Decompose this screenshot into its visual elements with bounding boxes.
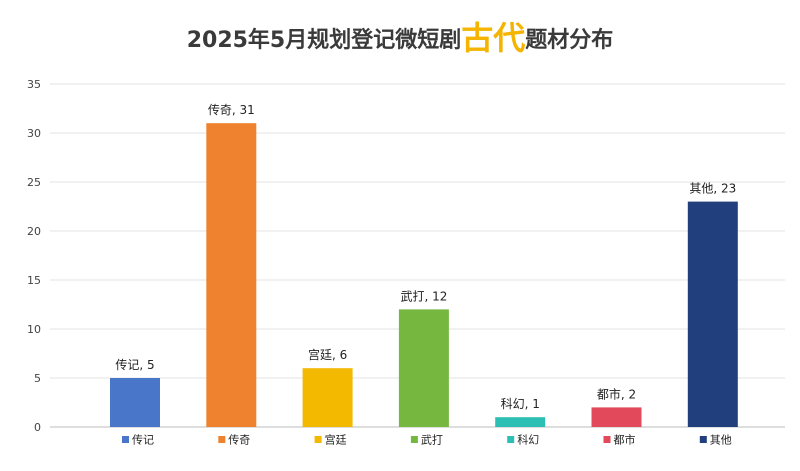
legend-label: 武打 — [421, 433, 443, 447]
legend-label: 都市 — [614, 433, 636, 447]
chart-title: 2025年5月规划登记微短剧古代题材分布 — [0, 18, 800, 61]
legend-swatch — [699, 436, 707, 443]
y-tick-label: 5 — [34, 372, 41, 385]
legend-label: 传奇 — [228, 434, 250, 447]
data-label: 科幻, 1 — [501, 397, 540, 411]
y-tick-label: 35 — [27, 78, 41, 91]
y-axis-ticks: 0 5 10 15 20 25 30 35 — [27, 78, 41, 434]
data-label: 传记, 5 — [115, 357, 154, 372]
title-prefix: 2025年5月规划登记微短剧 — [186, 28, 462, 53]
legend-label: 其他 — [710, 434, 732, 447]
data-label: 其他, 23 — [689, 182, 736, 196]
bar-传奇 — [206, 123, 257, 427]
y-tick-label: 0 — [34, 421, 41, 434]
bar-宫廷 — [302, 368, 353, 427]
bar-武打 — [398, 309, 449, 427]
legend: 传记 传奇 宫廷 武打 科幻 都市 其他 — [122, 433, 732, 447]
y-tick-label: 10 — [27, 323, 41, 336]
y-tick-label: 25 — [27, 176, 41, 189]
title-suffix: 题材分布 — [525, 28, 614, 53]
y-tick-label: 20 — [27, 225, 41, 238]
bar-都市 — [591, 407, 642, 427]
data-label: 武打, 12 — [400, 289, 447, 303]
legend-swatch — [218, 436, 226, 443]
data-labels: 传记, 5 传奇, 31 宫廷, 6 武打, 12 科幻, 1 都市, 2 其他, 23 — [115, 102, 736, 411]
legend-swatch — [122, 436, 129, 443]
bar-科幻 — [495, 417, 546, 427]
data-label: 宫廷, 6 — [308, 347, 347, 362]
y-tick-label: 15 — [27, 274, 41, 287]
bars — [110, 123, 738, 427]
title-highlight: 古代 — [461, 19, 526, 57]
data-label: 传奇, 31 — [208, 102, 255, 117]
legend-swatch — [410, 436, 418, 443]
gridlines — [50, 83, 785, 428]
legend-swatch — [507, 436, 515, 443]
legend-swatch — [314, 436, 322, 443]
y-tick-label: 30 — [27, 127, 41, 140]
legend-label: 传记 — [132, 434, 154, 447]
legend-swatch — [603, 436, 611, 443]
data-label: 都市, 2 — [597, 386, 636, 401]
legend-label: 宫廷 — [325, 433, 347, 447]
bar-其他 — [687, 201, 738, 427]
legend-label: 科幻 — [517, 433, 539, 447]
bar-传记 — [110, 378, 160, 427]
